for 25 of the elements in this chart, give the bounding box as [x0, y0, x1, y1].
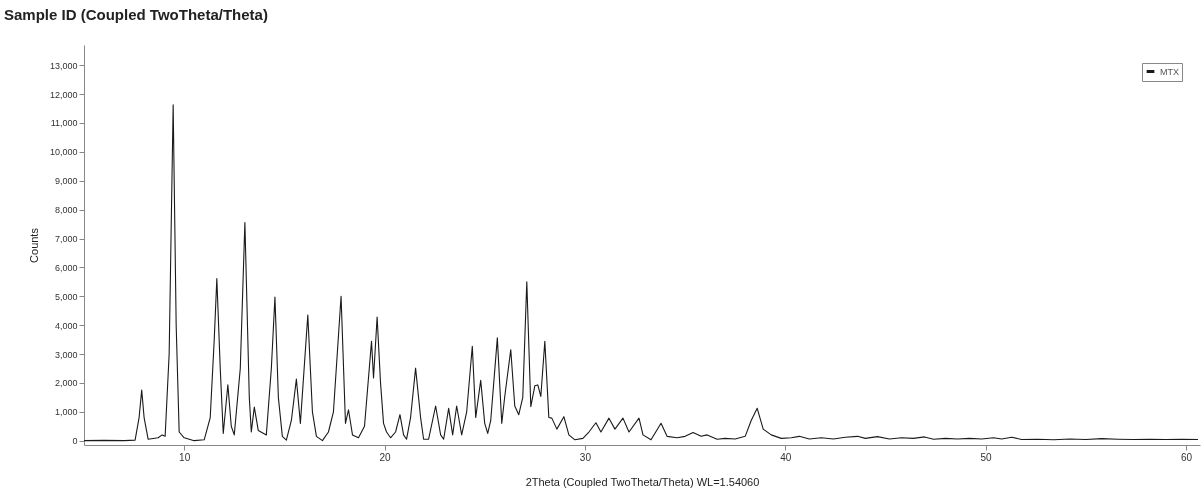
y-tick-label: 12,000 — [49, 89, 78, 100]
x-tick-label: 10 — [179, 451, 191, 463]
y-tick-label: 0 — [72, 436, 78, 447]
y-tick-label: 4,000 — [54, 320, 78, 331]
line-series — [84, 104, 1199, 442]
x-tick-label: 20 — [379, 451, 392, 463]
y-tick-label: 2,000 — [54, 378, 78, 389]
y-tick-label: 10,000 — [49, 147, 78, 158]
x-tick-label: 60 — [1180, 451, 1193, 463]
x-tick-label: 30 — [579, 451, 592, 463]
y-axis-title: Counts — [27, 227, 40, 263]
y-tick-label: 9,000 — [54, 176, 78, 187]
x-tick-label: 50 — [980, 451, 993, 463]
x-axis-title: 2Theta (Coupled TwoTheta/Theta) WL=1.54060 — [525, 475, 760, 488]
y-tick-label: 11,000 — [50, 118, 78, 129]
y-tick-label: 5,000 — [54, 291, 78, 302]
x-tick-label: 40 — [780, 451, 792, 463]
y-tick-label: 13,000 — [49, 60, 78, 71]
y-tick-label: 3,000 — [54, 349, 78, 360]
y-tick-label: 1,000 — [54, 407, 78, 418]
y-tick-label: 7,000 — [54, 234, 78, 244]
chart-title: Sample ID (Coupled TwoTheta/Theta) — [4, 6, 268, 23]
y-tick-label: 8,000 — [54, 205, 78, 216]
legend-label: MTX — [1160, 66, 1179, 77]
y-tick-label: 6,000 — [54, 262, 78, 273]
